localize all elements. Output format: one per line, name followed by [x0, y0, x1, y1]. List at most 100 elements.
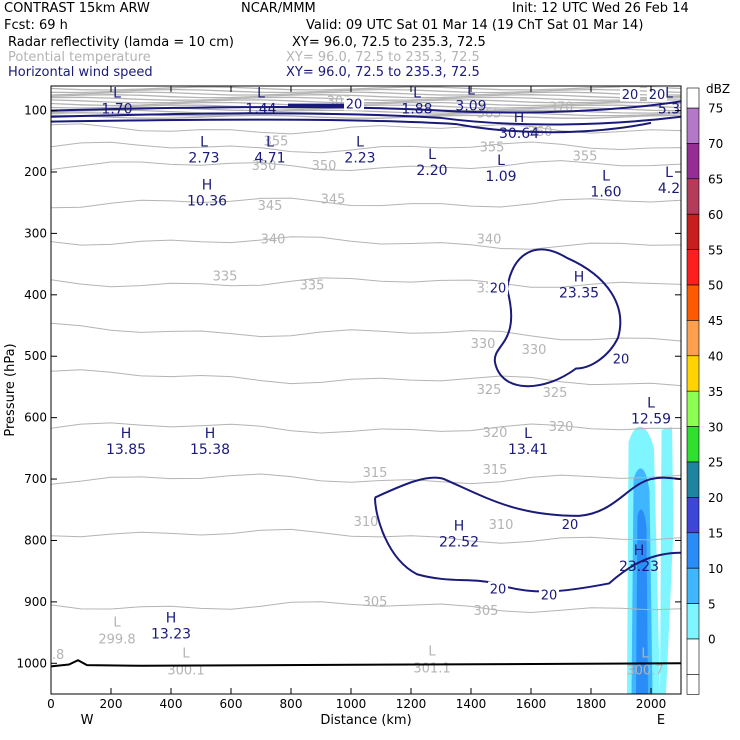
- colorbar-swatch: [686, 178, 700, 215]
- field-reflectivity-name: Radar reflectivity (lamda = 10 cm): [8, 35, 234, 50]
- colorbar-label: 15: [708, 527, 723, 541]
- ground-layer: [51, 659, 681, 668]
- theta-label: 310: [489, 518, 514, 533]
- wind-contour-label: 20: [346, 97, 363, 112]
- wind-label-bg: [620, 87, 640, 102]
- colorbar-swatch: [686, 461, 700, 498]
- y-tick-label: 100: [24, 104, 47, 118]
- axes-layer: 100 200 300 400 500 600 700 800 900 1000 0 200 400 60…: [3, 85, 682, 728]
- wind-contour-layer: 2020202020202020L1.70L1.44L1.88L3.09L5.3…: [51, 85, 681, 642]
- theta-contour-320: [51, 422, 681, 434]
- theta-label: 340: [477, 233, 502, 248]
- wind-extremum-type: L: [266, 134, 274, 150]
- theta-label: 345: [321, 193, 346, 208]
- x-axis-label: Distance (km): [320, 713, 411, 728]
- theta-min-marker: L: [428, 645, 436, 660]
- wind-contour-20: [51, 112, 681, 126]
- theta-label: 330: [522, 343, 547, 358]
- x-tick-label: 600: [220, 697, 243, 711]
- theta-contour-345: [51, 197, 681, 209]
- colorbar-label: 25: [708, 456, 723, 470]
- y-tick-label: 1000: [16, 656, 47, 670]
- theta-label: 365: [477, 107, 502, 122]
- chart-init: Init: 12 UTC Wed 26 Feb 14: [512, 1, 689, 16]
- wind-extremum-value: 3.09: [455, 98, 486, 114]
- theta-contour-310: [51, 528, 681, 544]
- wind-extremum-value: 1.88: [401, 101, 432, 117]
- theta-label: 315: [363, 466, 388, 481]
- colorbar-label: 55: [708, 243, 723, 257]
- colorbar-label: 75: [708, 102, 723, 116]
- theta-contour-355: [51, 141, 681, 154]
- reflectivity-layer: [627, 426, 674, 694]
- wind-contour-20: [51, 100, 681, 114]
- colorbar-swatch: [686, 107, 700, 144]
- y-axis-label: Pressure (hPa): [3, 343, 18, 436]
- theta-contour-upper: [51, 88, 681, 94]
- y-tick-label: 400: [24, 288, 47, 302]
- wind-label-bg: [488, 581, 508, 596]
- wind-extremum-type: L: [113, 85, 121, 101]
- wind-extremum-value: 30.64: [499, 126, 539, 142]
- x-tick-label: 200: [100, 697, 123, 711]
- wind-extremum-type: H: [454, 518, 465, 534]
- colorbar-label: 20: [708, 491, 723, 505]
- theta-min-value: 299.8: [98, 633, 135, 648]
- colorbar-swatch: [686, 213, 700, 250]
- y-tick-label: 300: [24, 226, 47, 240]
- wind-extremum-type: L: [665, 165, 673, 181]
- colorbar-label: 45: [708, 314, 723, 328]
- colorbar-label: 40: [708, 350, 723, 364]
- theta-label: 335: [300, 279, 325, 294]
- colorbar-swatch: [686, 603, 700, 640]
- wind-extremum-type: L: [257, 85, 265, 101]
- theta-label: 335: [213, 269, 238, 284]
- chart-valid: Valid: 09 UTC Sat 01 Mar 14 (19 ChT Sat …: [306, 18, 644, 33]
- x-tick-label: 2000: [636, 697, 667, 711]
- colorbar-swatch: [686, 426, 700, 463]
- theta-label: 350: [312, 159, 337, 174]
- theta-min-value: 9.8: [44, 648, 65, 663]
- wind-label-bg: [647, 87, 667, 102]
- colorbar-label: 5: [708, 597, 716, 611]
- theta-contour-upper: [51, 114, 681, 119]
- wind-extremum-value: 1.60: [590, 184, 621, 200]
- theta-contour-layer: 305 305 310 310 315 315 320 320 325 325 330 330 335 3…: [44, 86, 681, 678]
- wind-contour-20: [493, 248, 622, 388]
- colorbar-swatch: [686, 567, 700, 604]
- wind-contour-label: 20: [490, 282, 507, 297]
- colorbar-swatch: [686, 497, 700, 534]
- theta-label: 305: [363, 595, 388, 610]
- field-theta-xy: XY= 96.0, 72.5 to 235.3, 72.5: [286, 50, 480, 65]
- theta-label: 305: [474, 604, 499, 619]
- colorbar-swatch: [686, 320, 700, 357]
- wind-extremum-type: H: [205, 426, 216, 442]
- field-theta-name: Potential temperature: [8, 50, 151, 65]
- colorbar-swatch: [686, 390, 700, 427]
- wind-extremum-value: 1.09: [485, 169, 516, 185]
- colorbar-swatch: [686, 638, 700, 675]
- colorbar-unit: dBZ: [706, 82, 730, 96]
- wind-extremum-type: H: [166, 610, 177, 626]
- wind-extremum-value: 13.23: [151, 626, 191, 642]
- x-tick-label: 800: [280, 697, 303, 711]
- wind-label-bg: [560, 517, 580, 532]
- x-tick-label: 1800: [576, 697, 607, 711]
- wind-extremum-type: H: [574, 270, 585, 286]
- theta-min-value: 300.1: [167, 663, 204, 678]
- colorbar-swatch: [686, 355, 700, 392]
- theta-min-value: 300.7: [626, 663, 663, 678]
- wind-contour-label: 20: [541, 589, 558, 604]
- colorbar-label: 60: [708, 208, 723, 222]
- wind-extremum-type: L: [524, 426, 532, 442]
- colorbar-swatch-bottom: [686, 674, 700, 695]
- y-tick-label: 200: [24, 165, 47, 179]
- y-tick-label: 700: [24, 472, 47, 486]
- wind-extremum-type: L: [356, 134, 364, 150]
- theta-label: 315: [483, 463, 508, 478]
- chart-title: CONTRAST 15km ARW: [4, 1, 150, 16]
- theta-contour-330: [51, 322, 681, 342]
- theta-contour-305: [51, 601, 681, 614]
- x-tick-label: 1000: [336, 697, 367, 711]
- wind-extremum-type: L: [200, 134, 208, 150]
